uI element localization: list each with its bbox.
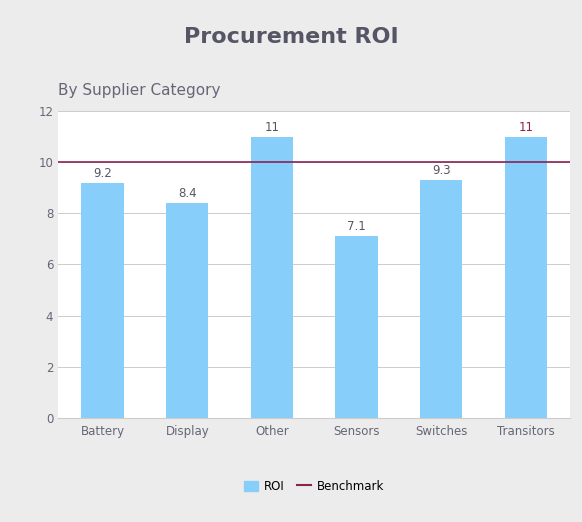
Legend: ROI, Benchmark: ROI, Benchmark xyxy=(240,475,389,497)
Text: By Supplier Category: By Supplier Category xyxy=(58,84,221,98)
Text: Procurement ROI: Procurement ROI xyxy=(184,27,398,46)
Bar xyxy=(335,236,378,418)
Text: 9.3: 9.3 xyxy=(432,164,450,177)
Bar xyxy=(420,180,463,418)
Text: 8.4: 8.4 xyxy=(178,187,197,200)
Text: 9.2: 9.2 xyxy=(93,167,112,180)
Bar xyxy=(505,137,547,418)
Bar xyxy=(81,183,124,418)
Bar xyxy=(166,203,208,418)
Text: 7.1: 7.1 xyxy=(347,220,366,233)
Text: 11: 11 xyxy=(519,121,534,134)
Text: 11: 11 xyxy=(264,121,279,134)
Bar xyxy=(251,137,293,418)
